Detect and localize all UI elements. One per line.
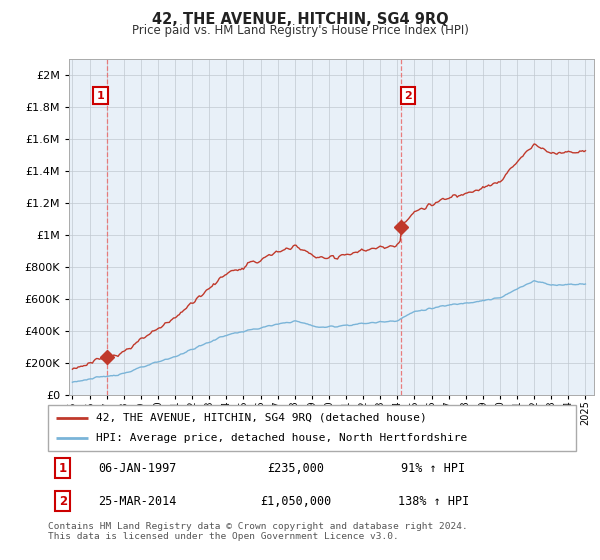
Text: 2: 2 (59, 494, 67, 508)
Text: 1: 1 (59, 461, 67, 475)
Text: 1: 1 (97, 91, 104, 101)
Text: £1,050,000: £1,050,000 (260, 494, 332, 508)
Text: Contains HM Land Registry data © Crown copyright and database right 2024.
This d: Contains HM Land Registry data © Crown c… (48, 522, 468, 542)
FancyBboxPatch shape (48, 405, 576, 451)
Text: 06-JAN-1997: 06-JAN-1997 (98, 461, 177, 475)
Text: 2: 2 (404, 91, 412, 101)
Text: 42, THE AVENUE, HITCHIN, SG4 9RQ: 42, THE AVENUE, HITCHIN, SG4 9RQ (152, 12, 448, 27)
Text: 25-MAR-2014: 25-MAR-2014 (98, 494, 177, 508)
Text: 91% ↑ HPI: 91% ↑ HPI (401, 461, 466, 475)
Text: HPI: Average price, detached house, North Hertfordshire: HPI: Average price, detached house, Nort… (95, 433, 467, 443)
Text: Price paid vs. HM Land Registry's House Price Index (HPI): Price paid vs. HM Land Registry's House … (131, 24, 469, 36)
Text: £235,000: £235,000 (268, 461, 325, 475)
Text: 138% ↑ HPI: 138% ↑ HPI (398, 494, 469, 508)
Text: 42, THE AVENUE, HITCHIN, SG4 9RQ (detached house): 42, THE AVENUE, HITCHIN, SG4 9RQ (detach… (95, 413, 426, 423)
